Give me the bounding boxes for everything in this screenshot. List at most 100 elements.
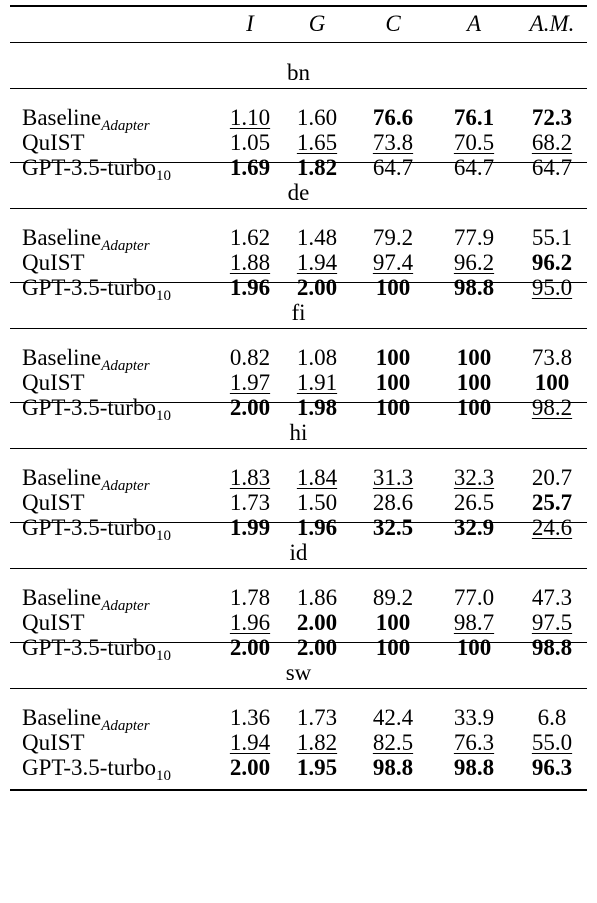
score-value: 2.00 [229, 635, 271, 660]
model-name: BaselineAdapter [22, 344, 150, 374]
score-value: 100 [375, 370, 411, 395]
score-cell: 98.2 [519, 394, 585, 422]
score-value: 1.78 [229, 585, 271, 610]
score-value: 98.7 [453, 610, 495, 635]
score-cell: 1.82 [284, 729, 350, 757]
score-cell: 96.2 [441, 249, 507, 277]
score-cell: 1.98 [284, 394, 350, 422]
score-value: 98.2 [531, 395, 573, 420]
score-value: 24.6 [531, 515, 573, 540]
score-cell: 20.7 [519, 464, 585, 492]
model-base: QuIST [22, 370, 85, 395]
score-cell: 1.96 [217, 274, 283, 302]
score-value: 96.2 [531, 250, 573, 275]
model-base: Baseline [22, 705, 102, 730]
model-base: GPT-3.5-turbo [22, 155, 156, 180]
score-value: 1.96 [296, 515, 338, 540]
score-value: 98.8 [453, 755, 495, 780]
score-cell: 73.8 [519, 344, 585, 372]
model-name: BaselineAdapter [22, 704, 150, 734]
score-cell: 26.5 [441, 489, 507, 517]
score-cell: 100 [441, 634, 507, 662]
group-rule-bottom [10, 328, 587, 329]
score-value: 100 [375, 395, 411, 420]
model-name: BaselineAdapter [22, 464, 150, 494]
score-cell: 1.65 [284, 129, 350, 157]
score-cell: 1.82 [284, 154, 350, 182]
score-cell: 33.9 [441, 704, 507, 732]
score-cell: 1.62 [217, 224, 283, 252]
score-cell: 1.95 [284, 754, 350, 782]
score-cell: 1.97 [217, 369, 283, 397]
column-header: G [308, 11, 326, 36]
score-value: 1.73 [229, 490, 271, 515]
score-value: 95.0 [531, 275, 573, 300]
score-cell: 95.0 [519, 274, 585, 302]
score-cell: 68.2 [519, 129, 585, 157]
score-value: 1.97 [229, 370, 271, 395]
model-name: QuIST [22, 129, 85, 157]
score-cell: 24.6 [519, 514, 585, 542]
score-cell: 98.8 [360, 754, 426, 782]
score-cell: 25.7 [519, 489, 585, 517]
model-subscript: 10 [155, 168, 171, 184]
column-header: C [385, 11, 401, 36]
score-cell: 98.8 [441, 754, 507, 782]
score-cell: 100 [360, 344, 426, 372]
score-cell: 1.08 [284, 344, 350, 372]
score-cell: 2.00 [284, 634, 350, 662]
score-cell: 32.5 [360, 514, 426, 542]
score-value: 68.2 [531, 130, 573, 155]
model-base: Baseline [22, 585, 102, 610]
score-value: 0.82 [229, 345, 271, 370]
score-value: 1.50 [296, 490, 338, 515]
score-cell: 1.96 [217, 609, 283, 637]
score-value: 64.7 [531, 155, 573, 180]
score-cell: 77.0 [441, 584, 507, 612]
score-cell: 98.8 [519, 634, 585, 662]
score-cell: 1.84 [284, 464, 350, 492]
score-cell: 82.5 [360, 729, 426, 757]
score-value: 97.5 [531, 610, 573, 635]
model-base: Baseline [22, 225, 102, 250]
score-cell: 100 [441, 394, 507, 422]
model-base: QuIST [22, 250, 85, 275]
score-cell: 1.60 [284, 104, 350, 132]
score-cell: 2.00 [217, 394, 283, 422]
model-base: GPT-3.5-turbo [22, 395, 156, 420]
score-value: 100 [456, 345, 492, 370]
score-value: 64.7 [453, 155, 495, 180]
score-cell: 6.8 [519, 704, 585, 732]
score-value: 76.1 [453, 105, 495, 130]
model-subscript: Adapter [101, 358, 150, 374]
score-value: 100 [456, 635, 492, 660]
model-name: GPT-3.5-turbo10 [22, 634, 171, 664]
score-cell: 76.6 [360, 104, 426, 132]
model-subscript: Adapter [101, 598, 150, 614]
score-cell: 64.7 [519, 154, 585, 182]
model-name: GPT-3.5-turbo10 [22, 154, 171, 184]
score-value: 2.00 [229, 755, 271, 780]
score-cell: 76.1 [441, 104, 507, 132]
score-cell: 70.5 [441, 129, 507, 157]
score-cell: 100 [360, 369, 426, 397]
score-value: 32.3 [453, 465, 495, 490]
score-value: 1.36 [229, 705, 271, 730]
score-value: 2.00 [296, 635, 338, 660]
score-value: 55.0 [531, 730, 573, 755]
score-cell: 72.3 [519, 104, 585, 132]
group-rule-top [10, 162, 587, 163]
score-cell: 1.69 [217, 154, 283, 182]
score-cell: 1.05 [217, 129, 283, 157]
model-base: Baseline [22, 105, 102, 130]
score-value: 98.8 [531, 635, 573, 660]
score-value: 25.7 [531, 490, 573, 515]
score-cell: 98.7 [441, 609, 507, 637]
score-cell: 1.96 [284, 514, 350, 542]
score-cell: 64.7 [441, 154, 507, 182]
score-cell: 55.1 [519, 224, 585, 252]
score-value: 1.91 [296, 370, 338, 395]
score-value: 100 [375, 345, 411, 370]
model-name: BaselineAdapter [22, 104, 150, 134]
score-cell: 1.78 [217, 584, 283, 612]
